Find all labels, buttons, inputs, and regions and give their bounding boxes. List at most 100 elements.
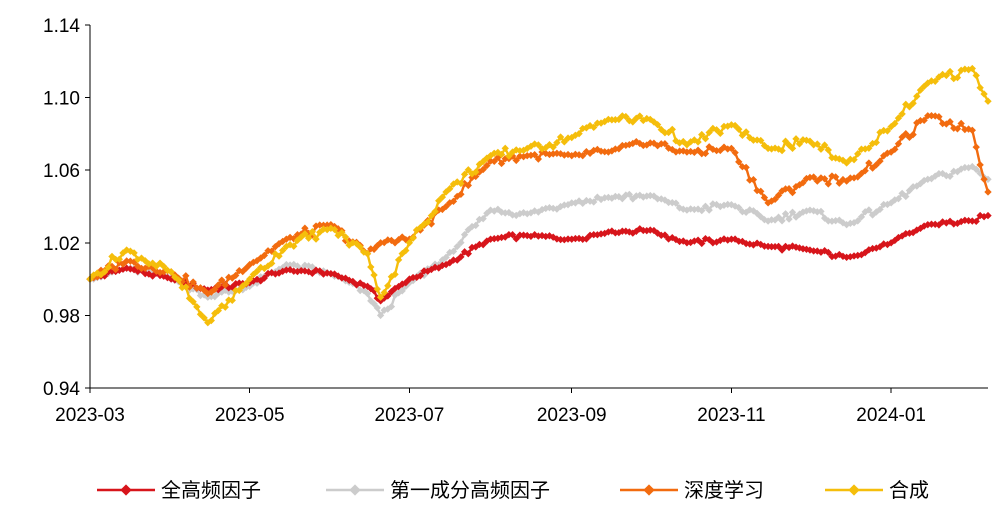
data-point	[214, 281, 222, 289]
data-point	[820, 141, 829, 149]
data-point	[449, 256, 458, 264]
data-point	[976, 84, 984, 92]
axis-layer	[89, 25, 988, 389]
data-point	[246, 275, 254, 283]
data-point	[622, 112, 630, 121]
data-point	[976, 161, 984, 169]
data-point	[698, 206, 706, 215]
data-point	[984, 175, 992, 183]
data-point	[957, 119, 965, 128]
data-point	[760, 193, 769, 202]
data-point	[442, 202, 450, 211]
data-point	[260, 274, 269, 282]
data-point	[792, 135, 800, 143]
data-point	[705, 206, 713, 214]
data-point	[661, 231, 669, 239]
data-point	[530, 151, 539, 159]
data-point	[356, 243, 364, 251]
data-point	[579, 151, 587, 160]
data-point	[394, 256, 403, 264]
data-point	[449, 197, 458, 206]
x-ticks: 2023-03 2023-05 2023-07 2023-09 2023-11 2024-…	[55, 388, 926, 426]
data-point	[824, 146, 832, 154]
x-tick-label: 2023-07	[375, 405, 445, 426]
data-point	[824, 180, 832, 188]
data-point	[872, 138, 880, 147]
data-point	[742, 128, 750, 136]
data-point	[376, 311, 385, 320]
data-point	[771, 195, 779, 204]
data-point	[735, 125, 743, 133]
data-point	[207, 316, 215, 325]
data-point	[857, 213, 866, 221]
data-point	[880, 200, 888, 209]
data-point	[735, 203, 743, 212]
data-point	[182, 272, 190, 280]
data-point	[984, 211, 992, 220]
legend-label: 第一成分高频因子	[390, 478, 550, 502]
data-point	[228, 296, 236, 305]
data-point	[735, 158, 743, 166]
data-point	[701, 135, 710, 143]
y-ticks: 0.94 0.98 1.02 1.06 1.10 1.14	[43, 16, 90, 400]
data-point	[785, 215, 793, 223]
data-point	[308, 228, 316, 236]
data-point	[431, 207, 439, 216]
legend: 全高频因子 第一成分高频因子 深度学习 合成	[97, 478, 929, 502]
data-point	[891, 145, 899, 154]
data-point	[460, 170, 469, 179]
data-point	[115, 255, 123, 263]
data-point	[534, 141, 543, 149]
x-tick-label: 2024-01	[856, 405, 926, 426]
data-point	[942, 71, 951, 80]
data-point	[405, 239, 414, 247]
data-point	[214, 306, 222, 315]
data-point	[398, 287, 406, 295]
data-point	[301, 230, 309, 238]
data-point	[409, 234, 417, 242]
y-tick-label: 0.94	[43, 379, 80, 400]
data-point	[854, 150, 862, 158]
data-point	[373, 304, 382, 312]
legend-label: 深度学习	[684, 478, 764, 502]
data-point	[984, 188, 992, 196]
legend-item: 深度学习	[620, 478, 764, 502]
data-point	[872, 161, 880, 169]
y-tick-label: 1.06	[43, 161, 80, 182]
data-point	[464, 249, 472, 258]
data-point	[376, 293, 385, 301]
data-point	[464, 166, 472, 174]
series-markers	[86, 112, 992, 298]
data-point	[698, 130, 706, 139]
data-point	[380, 288, 388, 297]
data-point	[809, 173, 818, 181]
x-tick-label: 2023-05	[215, 405, 285, 426]
data-point	[279, 246, 287, 255]
series-2	[86, 112, 992, 298]
data-point	[865, 206, 873, 214]
data-point	[980, 175, 988, 183]
legend-marker	[349, 484, 361, 496]
data-point	[757, 136, 765, 145]
data-point	[457, 253, 465, 261]
data-point	[972, 217, 980, 226]
data-point	[701, 149, 710, 158]
data-point	[774, 191, 783, 199]
data-point	[268, 259, 276, 268]
data-point	[556, 133, 565, 141]
data-point	[953, 125, 962, 133]
data-point	[275, 252, 283, 260]
series-1	[86, 162, 992, 320]
data-point	[312, 235, 320, 243]
data-point	[160, 262, 168, 271]
legend-marker	[120, 484, 132, 496]
data-point	[788, 188, 797, 197]
data-point	[449, 247, 458, 256]
data-point	[902, 192, 910, 201]
data-point	[894, 140, 903, 148]
legend-marker	[848, 484, 860, 496]
data-point	[905, 186, 914, 195]
data-point	[698, 239, 706, 248]
data-point	[370, 271, 378, 279]
